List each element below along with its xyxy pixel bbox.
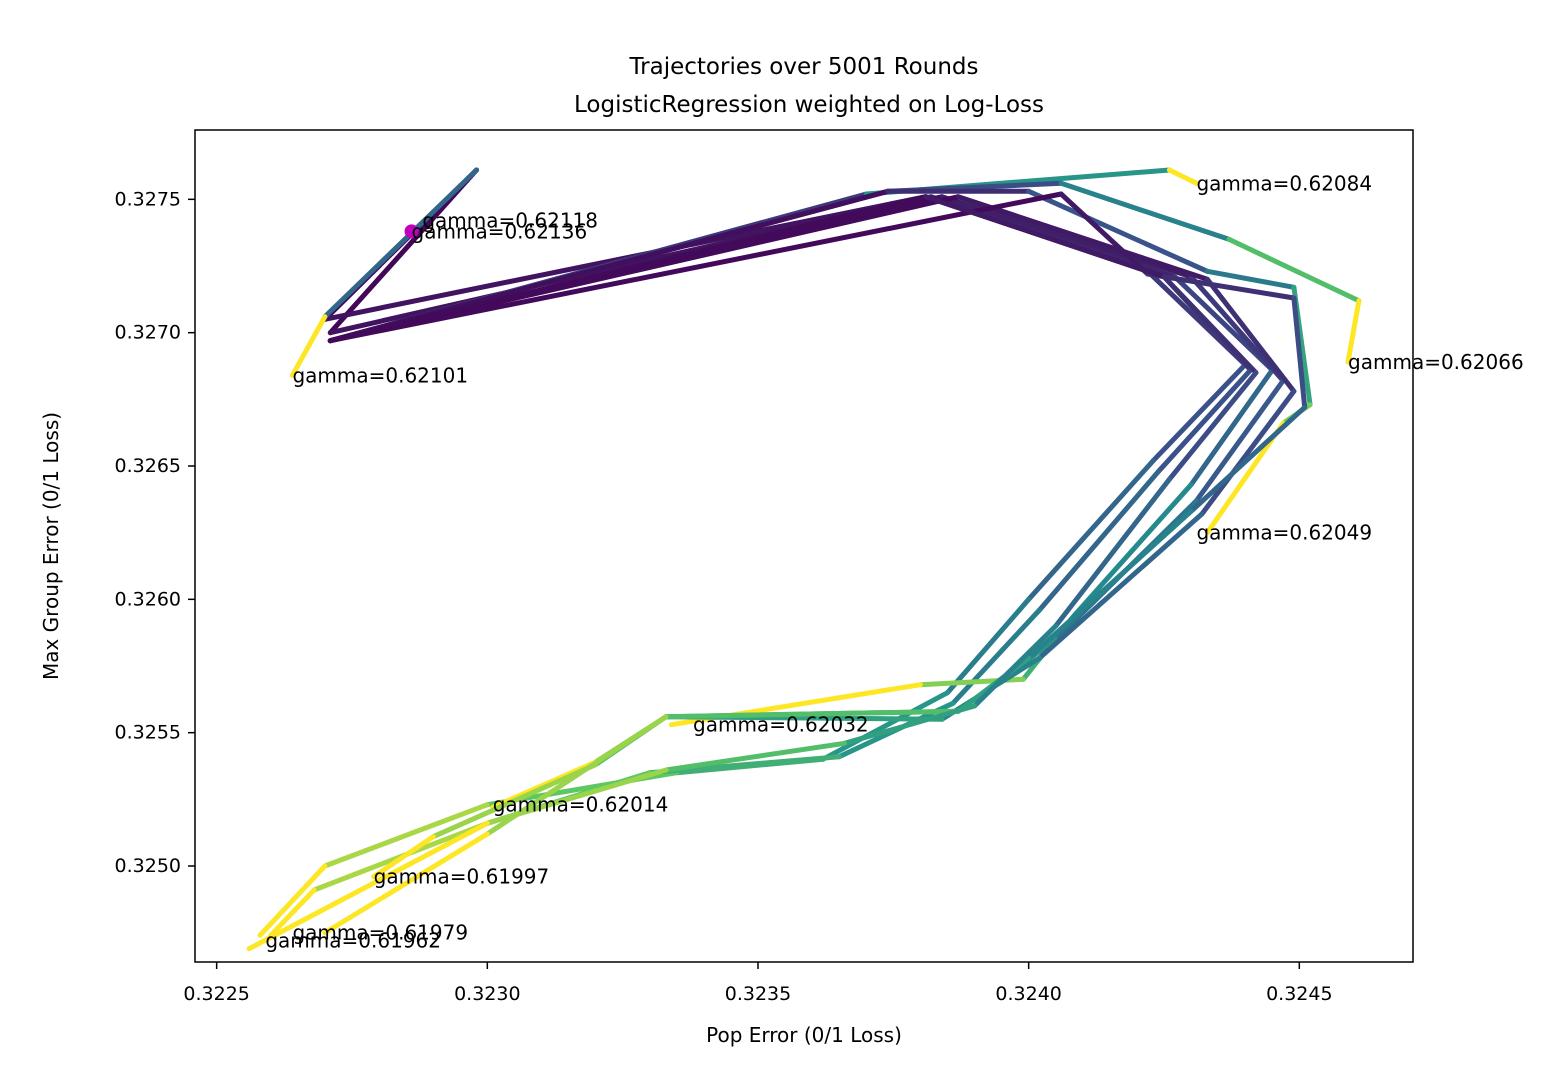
- gamma-label: gamma=0.62066: [1348, 350, 1524, 374]
- x-axis-ticks: 0.3225 0.3230 0.3235 0.3240 0.3245: [183, 962, 1333, 1005]
- trajectory-segment: [322, 802, 490, 869]
- trajectory-segment: [945, 596, 1032, 696]
- trajectory-segment: [430, 762, 599, 840]
- trajectory-segment: [1166, 370, 1259, 482]
- trajectory-segment: [1166, 167, 1199, 186]
- trajectory-segment: [663, 740, 848, 773]
- trajectory-segment: [1161, 274, 1259, 376]
- y-tick-label: 0.3275: [115, 188, 181, 210]
- trajectory-segment: [289, 314, 328, 378]
- trajectory-segment: [1188, 367, 1275, 488]
- trajectory-segment: [1199, 388, 1297, 517]
- trajectory-segment: [246, 820, 490, 952]
- trajectory-segment: [1037, 511, 1205, 661]
- x-tick-label: 0.3225: [183, 983, 249, 1005]
- trajectory-segment: [1053, 476, 1172, 629]
- gamma-label: gamma=0.62101: [292, 363, 468, 387]
- start-marker: [404, 224, 419, 239]
- plot-frame: [194, 129, 1414, 963]
- x-tick-label: 0.3245: [1266, 983, 1332, 1005]
- y-tick-label: 0.3265: [115, 455, 181, 477]
- marker-layer: [404, 224, 419, 239]
- trajectory-segment: [490, 759, 599, 810]
- trajectory-segment: [1058, 180, 1232, 242]
- trajectory-segment: [1069, 482, 1194, 621]
- trajectory-segment: [820, 690, 950, 762]
- trajectory-segment: [1037, 468, 1162, 613]
- x-axis-label: Pop Error (0/1 Loss): [706, 1023, 902, 1047]
- trajectory-segment: [1026, 458, 1156, 602]
- y-axis-ticks: 0.3250 0.3255 0.3260 0.3265 0.3270 0.3275: [115, 188, 195, 877]
- gamma-label: gamma=0.62136: [412, 219, 588, 243]
- y-tick-label: 0.3260: [115, 588, 181, 610]
- gamma-label: gamma=0.61979: [292, 921, 468, 945]
- trajectory-segment: [257, 863, 328, 938]
- trajectory-segment: [268, 887, 317, 938]
- gamma-label: gamma=0.62032: [693, 713, 869, 737]
- trajectory-segment: [1156, 367, 1254, 474]
- trajectory-segment: [950, 607, 1042, 706]
- y-tick-label: 0.3250: [115, 855, 181, 877]
- trajectory-segment: [955, 194, 1210, 282]
- series-layer: [246, 167, 1362, 952]
- trajectory-segment: [1194, 378, 1286, 504]
- trajectory-segment: [1291, 295, 1308, 410]
- y-tick-label: 0.3270: [115, 322, 181, 344]
- trajectory-gamma-0_61962: [246, 194, 1259, 952]
- trajectory-segment: [327, 191, 1064, 344]
- gamma-label: gamma=0.62014: [493, 793, 669, 817]
- trajectory-segment: [1172, 274, 1275, 373]
- x-tick-label: 0.3230: [454, 983, 520, 1005]
- y-tick-label: 0.3255: [115, 722, 181, 744]
- chart-title: Trajectories over 5001 Rounds: [629, 54, 979, 80]
- trajectory-segment: [1345, 298, 1362, 365]
- trajectory-segment: [1145, 271, 1297, 301]
- trajectory-segment: [1058, 191, 1151, 277]
- x-tick-label: 0.3235: [725, 983, 791, 1005]
- trajectory-segment: [1188, 404, 1308, 514]
- gamma-label: gamma=0.62084: [1196, 171, 1372, 195]
- trajectory-gamma-0_62101: [289, 167, 479, 378]
- trajectory-segment: [1204, 268, 1297, 290]
- gamma-label: gamma=0.61997: [374, 865, 550, 889]
- x-tick-label: 0.3240: [995, 983, 1061, 1005]
- gamma-label: gamma=0.62118: [422, 209, 598, 233]
- trajectory-segment: [327, 194, 929, 344]
- trajectory-segment: [923, 194, 1167, 280]
- trajectory-segment: [1204, 276, 1297, 394]
- trajectory-segment: [322, 831, 490, 936]
- gamma-label: gamma=0.62049: [1196, 521, 1372, 545]
- trajectory-segment: [842, 703, 977, 746]
- trajectory-segment: [322, 167, 479, 320]
- trajectory-segment: [1026, 188, 1210, 274]
- trajectory-segment: [663, 708, 961, 720]
- trajectory-segment: [1150, 362, 1248, 464]
- trajectory-gamma-0_61979: [322, 191, 1308, 936]
- trajectory-segment: [972, 623, 1059, 709]
- trajectory-segment: [1226, 236, 1362, 304]
- trajectory-segment: [371, 834, 436, 880]
- chart-subtitle: LogisticRegression weighted on Log-Loss: [574, 92, 1044, 118]
- y-axis-label: Max Group Error (0/1 Loss): [39, 412, 63, 680]
- gamma-label: gamma=0.61962: [265, 929, 441, 953]
- trajectory-segment: [1188, 274, 1286, 384]
- trajectory-segment: [484, 767, 669, 826]
- trajectory-segment: [1026, 508, 1194, 661]
